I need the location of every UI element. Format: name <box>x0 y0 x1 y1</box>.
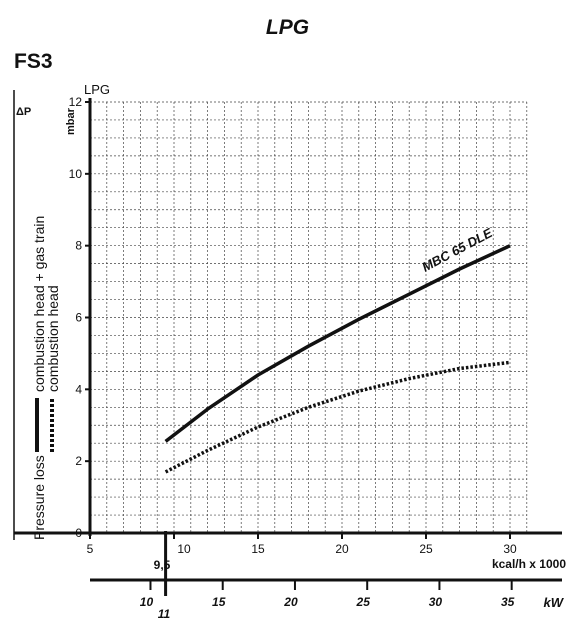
y-tick-label: 0 <box>75 526 82 540</box>
dotted-legend-label: combustion head <box>45 285 61 392</box>
x-tick-label: 5 <box>87 542 94 556</box>
solid-legend-label: combustion head + gas train <box>31 216 47 392</box>
kw-tick-label: 20 <box>283 595 298 609</box>
series-label-mbc-65-dle: MBC 65 DLE <box>419 225 495 275</box>
kw-tick-label: 35 <box>501 595 515 609</box>
y-tick-label: 2 <box>75 454 82 468</box>
y-fuel-label: LPG <box>84 82 110 97</box>
y-tick-labels: 0 2 4 6 8 10 12 <box>69 95 83 540</box>
chart-subtitle: FS3 <box>14 50 53 73</box>
x-tick-label: 20 <box>335 542 349 556</box>
y-tick-label: 10 <box>69 167 83 181</box>
y-unit-label: mbar <box>65 107 77 135</box>
kw-tick-label: 10 <box>140 595 154 609</box>
series-combustion-head-line <box>164 360 511 474</box>
grid <box>90 101 528 533</box>
y-axis-prefix: Pressure loss <box>31 455 47 540</box>
kw-tick-label: 30 <box>429 595 443 609</box>
y-tick-label: 6 <box>75 311 82 325</box>
y-tick-label: 12 <box>69 95 83 109</box>
x-tick-label: 30 <box>503 542 517 556</box>
chart-title: LPG <box>265 16 310 39</box>
y-tick-label: 4 <box>75 382 82 396</box>
x-secondary-extra-tick: 11 <box>158 607 171 621</box>
series-lines <box>164 244 511 474</box>
x-tick-label: 25 <box>419 542 433 556</box>
x-secondary-axis-label: kW <box>544 595 565 610</box>
y-tick-label: 8 <box>75 239 82 253</box>
kw-tick-label: 15 <box>212 595 226 609</box>
x-tick-labels: 5 10 15 20 25 30 <box>87 542 517 556</box>
y-symbol-label: ΔP <box>16 106 31 118</box>
kw-tick-label: 25 <box>356 595 371 609</box>
x-primary-axis-label: kcal/h x 1000 <box>492 557 566 571</box>
x-tick-label: 15 <box>251 542 265 556</box>
kw-tick-labels: 10 15 20 25 30 35 <box>140 595 515 609</box>
axes <box>14 98 562 596</box>
x-primary-extra-tick: 9,5 <box>154 558 171 572</box>
x-tick-label: 10 <box>177 542 191 556</box>
series-mbc-65-dle-line <box>164 244 511 443</box>
